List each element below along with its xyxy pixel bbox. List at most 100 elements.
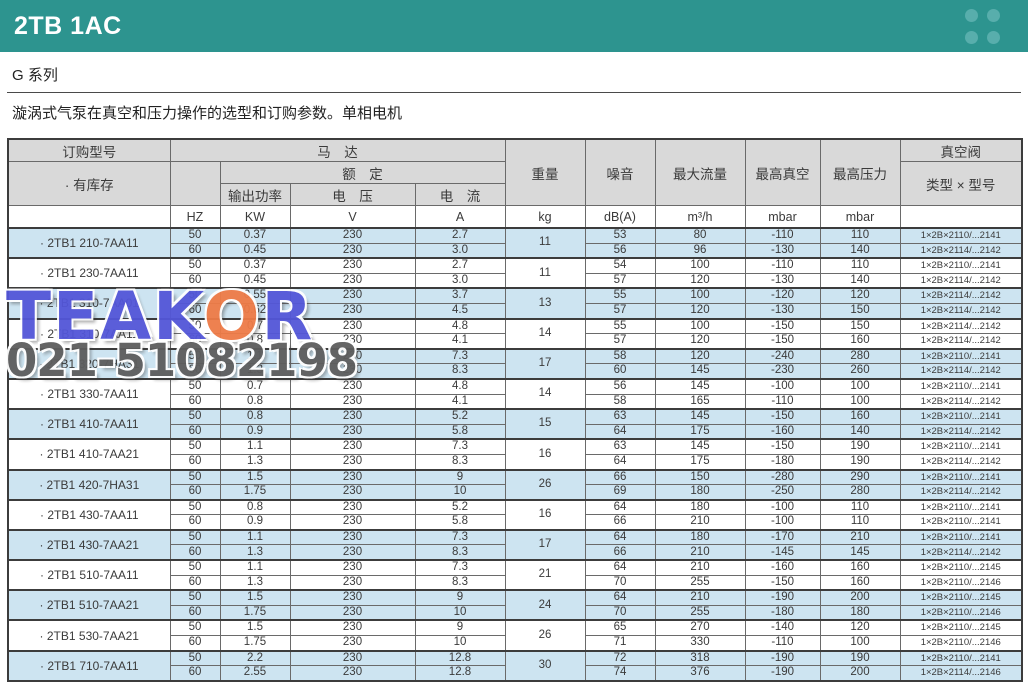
model-cell: · 2TB1 230-7AA11 [7, 257, 171, 289]
vac-cell: -130 [744, 242, 821, 259]
press-cell: 100 [819, 393, 901, 410]
vac-cell: -280 [744, 468, 821, 486]
flow-cell: 330 [654, 635, 746, 652]
v-cell: 230 [289, 242, 416, 259]
valve-cell: 1×2B×2114/...2142 [899, 393, 1023, 410]
press-cell: 290 [819, 468, 901, 486]
a-cell: 5.8 [414, 423, 506, 440]
table-row: · 2TB1 430-7AA21 50 1.1 230 7.3 17 64 180 -170 21… [7, 528, 1023, 561]
db-cell: 53 [584, 226, 656, 244]
press-cell: 100 [819, 635, 901, 652]
flow-cell: 376 [654, 665, 746, 682]
a-cell: 12.8 [414, 665, 506, 682]
a-cell: 7.3 [414, 559, 506, 576]
weight-cell: 16 [504, 438, 586, 471]
db-cell: 71 [584, 635, 656, 652]
v-cell: 230 [289, 559, 416, 576]
hz-cell: 50 [169, 226, 221, 244]
v-cell: 230 [289, 665, 416, 682]
weight-cell: 14 [504, 377, 586, 410]
valve-cell: 1×2B×2110/...2141 [899, 468, 1023, 486]
db-cell: 64 [584, 423, 656, 440]
a-cell: 8.3 [414, 574, 506, 591]
v-cell: 230 [289, 468, 416, 486]
press-cell: 150 [819, 317, 901, 335]
a-cell: 12.8 [414, 649, 506, 667]
kw-cell: 0.8 [219, 393, 291, 410]
a-cell: 9 [414, 589, 506, 606]
flow-cell: 210 [654, 514, 746, 531]
db-cell: 66 [584, 544, 656, 561]
flow-cell: 120 [654, 302, 746, 320]
vac-cell: -150 [744, 438, 821, 455]
v-cell: 230 [289, 347, 416, 365]
flow-cell: 210 [654, 589, 746, 606]
hz-cell: 50 [169, 559, 221, 576]
db-cell: 63 [584, 408, 656, 425]
kw-cell: 1.75 [219, 635, 291, 652]
col-header-voltage: 电 压 [289, 183, 416, 206]
flow-cell: 175 [654, 423, 746, 440]
vac-cell: -190 [744, 665, 821, 682]
hz-cell: 50 [169, 498, 221, 516]
model-cell: · 2TB1 310-7AA11 [7, 317, 171, 350]
v-cell: 230 [289, 333, 416, 350]
press-cell: 280 [819, 347, 901, 365]
model-cell: · 2TB1 710-7AA11 [7, 649, 171, 682]
db-cell: 55 [584, 287, 656, 304]
col-header-type-model: 类型 × 型号 [899, 161, 1023, 206]
a-cell: 2.7 [414, 257, 506, 274]
hz-cell: 50 [169, 468, 221, 486]
weight-cell: 21 [504, 559, 586, 591]
hz-cell: 50 [169, 528, 221, 546]
flow-cell: 145 [654, 363, 746, 380]
hz-cell: 50 [169, 317, 221, 335]
a-cell: 4.8 [414, 377, 506, 395]
db-cell: 66 [584, 468, 656, 486]
press-cell: 140 [819, 242, 901, 259]
vac-cell: -160 [744, 423, 821, 440]
a-cell: 8.3 [414, 544, 506, 561]
press-cell: 200 [819, 665, 901, 682]
units-row: HZ KW V A kg dB(A) m³/h mbar mbar [7, 205, 1023, 229]
dot-icon [987, 8, 1000, 22]
model-cell: · 2TB1 410-7AA11 [7, 408, 171, 440]
valve-cell: 1×2B×2114/...2142 [899, 484, 1023, 501]
v-cell: 230 [289, 438, 416, 455]
vac-cell: -145 [744, 544, 821, 561]
a-cell: 5.2 [414, 498, 506, 516]
db-cell: 65 [584, 619, 656, 637]
kw-cell: 2.2 [219, 649, 291, 667]
model-cell: · 2TB1 510-7AA21 [7, 589, 171, 621]
table-header: 订购型号 马 达 重量 噪音 最大流量 最高真空 最高压力 真空阀 · 有库存 … [7, 138, 1023, 229]
table-row: 60 1.3 230 8.3 66 210 -145 145 1×2B×2114/...2142 [8, 544, 1023, 561]
description-text: 漩涡式气泵在真空和压力操作的选型和订购参数。单相电机 [12, 105, 403, 122]
title-bar: 2TB 1AC [0, 0, 1028, 52]
hz-cell: 50 [169, 287, 221, 304]
press-cell: 150 [819, 302, 901, 320]
a-cell: 9 [414, 619, 506, 637]
flow-cell: 120 [654, 347, 746, 365]
kw-cell: 1.75 [219, 604, 291, 621]
valve-cell: 1×2B×2110/...2146 [899, 635, 1023, 652]
a-cell: 2.7 [414, 226, 506, 244]
model-cell: · 2TB1 430-7AA11 [7, 498, 171, 531]
vac-cell: -120 [744, 287, 821, 304]
divider-line [7, 92, 1021, 93]
press-cell: 260 [819, 363, 901, 380]
model-cell: · 2TB1 210-7AA11 [7, 226, 171, 259]
weight-cell: 15 [504, 408, 586, 440]
col-header-max-vacuum: 最高真空 [744, 138, 821, 206]
v-cell: 230 [289, 453, 416, 471]
unit-db: dB(A) [584, 205, 656, 229]
kw-cell: 1.1 [219, 438, 291, 455]
spec-table: 订购型号 马 达 重量 噪音 最大流量 最高真空 最高压力 真空阀 · 有库存 … [7, 138, 1023, 682]
hz-cell: 60 [169, 484, 221, 501]
unit-v: V [289, 205, 416, 229]
hz-cell: 60 [169, 665, 221, 682]
col-header-vacuum-valve: 真空阀 [899, 138, 1023, 162]
unit-hz: HZ [169, 205, 221, 229]
weight-cell: 17 [504, 528, 586, 561]
a-cell: 7.3 [414, 528, 506, 546]
v-cell: 230 [289, 514, 416, 531]
